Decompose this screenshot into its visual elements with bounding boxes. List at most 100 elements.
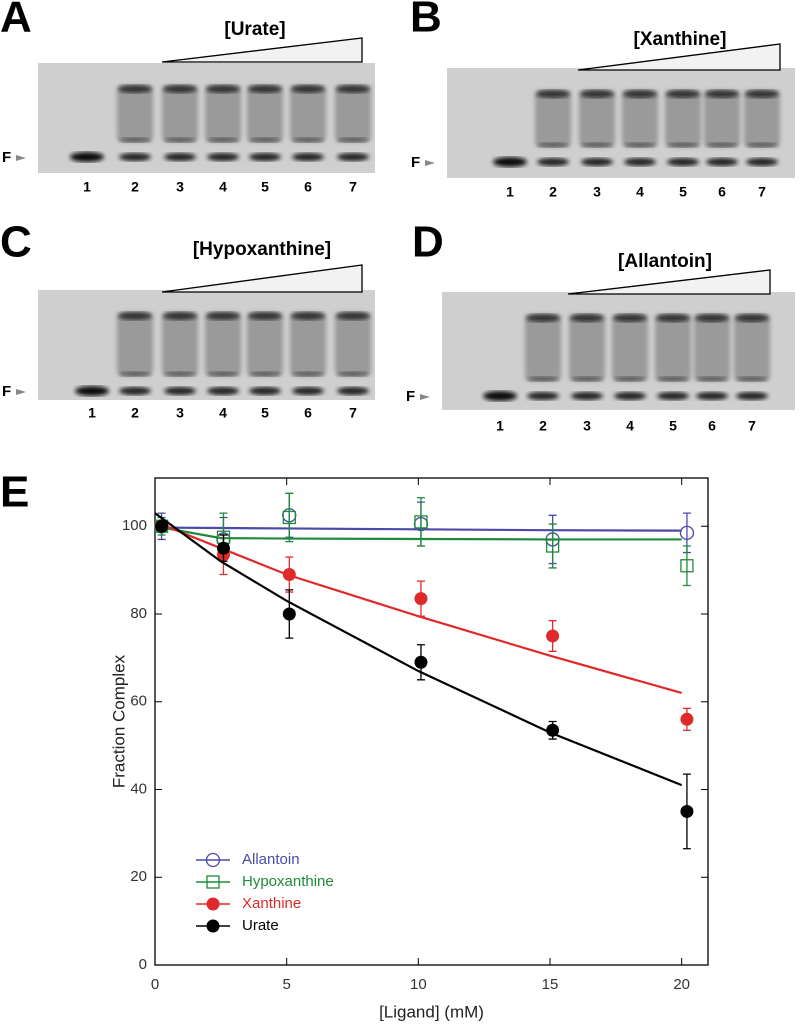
ligand-label: [Urate]	[224, 19, 285, 40]
complex-band	[248, 85, 282, 93]
free-band	[207, 153, 239, 161]
complex-band	[735, 314, 769, 322]
free-band	[119, 387, 151, 395]
x-tick-label: 20	[673, 976, 690, 993]
free-band	[527, 392, 559, 400]
legend-marker	[206, 897, 220, 911]
minor-band	[337, 371, 369, 377]
free-band	[75, 386, 109, 396]
y-tick-label: 20	[130, 868, 147, 885]
chart: E 0 20 40 60 80 100 0 5 10 15 20 [Ligand] (mM) Fracti…	[0, 468, 709, 1021]
data-point	[282, 510, 296, 525]
minor-band	[207, 371, 239, 377]
ligand-label: [Allantoin]	[618, 251, 712, 272]
y-axis-label: Fraction Complex	[109, 654, 128, 788]
complex-band	[705, 90, 739, 98]
minor-band	[537, 142, 569, 148]
gel-panels: A [Urate] F 1 2 3 4 5 6 7 B [Xanthine] F 1 2 3 4 5 6 7 C [Hyp…	[0, 0, 795, 434]
complex-smear	[535, 90, 571, 147]
lane-number: 2	[131, 405, 139, 421]
data-point	[680, 559, 694, 573]
legend-marker	[205, 852, 221, 868]
ligand-label: [Xanthine]	[634, 29, 727, 50]
lane-number: 3	[593, 184, 601, 200]
minor-band	[527, 376, 559, 382]
legend-label: Allantoin	[242, 851, 300, 868]
lane-number: 2	[549, 184, 557, 200]
panel-letter: D	[412, 218, 444, 267]
free-band	[119, 153, 151, 161]
free-band	[537, 158, 569, 166]
minor-band	[164, 137, 196, 143]
complex-band	[118, 85, 152, 93]
complex-band	[118, 312, 152, 320]
complex-band	[613, 314, 647, 322]
lane-number: 4	[219, 179, 227, 195]
complex-smear	[622, 90, 658, 147]
complex-band	[291, 312, 325, 320]
minor-band	[746, 142, 778, 148]
x-tick-label: 15	[542, 976, 559, 993]
complex-band	[745, 90, 779, 98]
fit-curve	[154, 525, 682, 541]
legend-label: Xanthine	[242, 895, 301, 912]
complex-band	[206, 312, 240, 320]
lane-number: 6	[708, 418, 716, 434]
x-tick-label: 5	[282, 976, 290, 993]
free-band	[657, 392, 689, 400]
minor-band	[337, 137, 369, 143]
free-band	[292, 153, 324, 161]
lane-number: 6	[718, 184, 726, 200]
complex-smear	[290, 312, 326, 376]
free-label: F	[2, 383, 11, 400]
lane-number: 1	[496, 418, 504, 434]
complex-band	[695, 314, 729, 322]
complex-smear	[247, 312, 283, 376]
complex-band	[623, 90, 657, 98]
complex-band	[291, 85, 325, 93]
lane-number: 7	[758, 184, 766, 200]
legend-label: Hypoxanthine	[242, 873, 334, 890]
free-band	[337, 153, 369, 161]
lane-number: 2	[131, 179, 139, 195]
data-point	[546, 629, 560, 643]
free-band	[696, 392, 728, 400]
legend-label: Urate	[242, 917, 279, 934]
lane-number: 5	[261, 179, 269, 195]
panel-letter: B	[410, 0, 442, 42]
data-point	[216, 541, 230, 555]
data-point	[680, 804, 694, 818]
minor-band	[119, 137, 151, 143]
lane-number: 5	[261, 405, 269, 421]
lane-number: 1	[88, 405, 96, 421]
minor-band	[624, 142, 656, 148]
y-tick-label: 100	[122, 517, 147, 534]
data-point	[414, 655, 428, 669]
complex-smear	[655, 314, 691, 381]
free-label: F	[411, 154, 420, 171]
concentration-wedge	[577, 43, 781, 71]
free-band	[624, 158, 656, 166]
lane-number: 5	[679, 184, 687, 200]
lane-number: 7	[349, 405, 357, 421]
complex-smear	[525, 314, 561, 381]
fit-curve	[154, 512, 683, 787]
complex-band	[580, 90, 614, 98]
complex-band	[536, 90, 570, 98]
data-point	[414, 592, 428, 606]
minor-band	[667, 142, 699, 148]
data-point	[680, 712, 694, 726]
panel-letter: E	[0, 468, 29, 517]
concentration-wedge	[161, 37, 363, 63]
complex-smear	[247, 85, 283, 142]
data-point	[414, 515, 428, 529]
complex-smear	[205, 312, 241, 376]
free-band	[483, 391, 517, 401]
data-point	[282, 568, 296, 582]
free-arrow	[420, 394, 430, 400]
error-bar	[548, 523, 557, 569]
lane-number: 7	[349, 179, 357, 195]
free-band	[746, 158, 778, 166]
lane-number: 4	[219, 405, 227, 421]
